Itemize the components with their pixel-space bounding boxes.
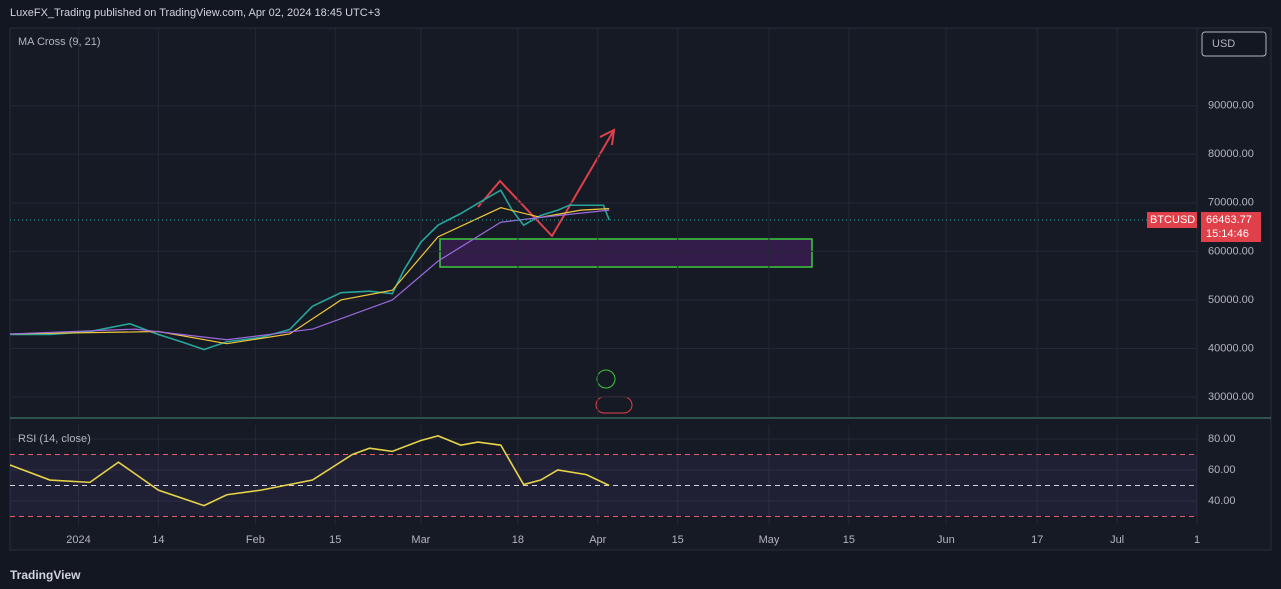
x-tick-label: Mar [411, 534, 430, 546]
currency-button[interactable] [1201, 31, 1267, 57]
demand-zone [439, 238, 813, 268]
x-tick-label: May [759, 534, 780, 546]
countdown: 15:14:46 [1206, 228, 1249, 240]
x-tick-label: 15 [329, 534, 341, 546]
y-tick-label: 40.00 [1208, 495, 1236, 507]
y-tick-label: 90000.00 [1208, 100, 1254, 112]
x-tick-label: 15 [672, 534, 684, 546]
x-tick-label: 14 [152, 534, 164, 546]
y-tick-label: 30000.00 [1208, 391, 1254, 403]
price-tag [1201, 212, 1261, 243]
series-line [9, 435, 610, 507]
x-tick-label: Feb [246, 534, 265, 546]
x-tick-label: Jun [937, 534, 955, 546]
x-tick-label: Jul [1110, 534, 1124, 546]
y-tick-label: 60.00 [1208, 464, 1236, 476]
header: LuxeFX_Trading published on TradingView.… [10, 7, 380, 19]
y-tick-label: 80.00 [1208, 433, 1236, 445]
x-tick-label: 2024 [66, 534, 90, 546]
symbol: BTCUSD [1150, 214, 1195, 226]
x-tick-label: 17 [1031, 534, 1043, 546]
y-tick-label: 80000.00 [1208, 148, 1254, 160]
pane-title: MA Cross (9, 21) [18, 36, 101, 48]
projection-arrow [599, 128, 616, 146]
pane-title: RSI (14, close) [18, 433, 91, 445]
y-tick-label: 40000.00 [1208, 342, 1254, 354]
y-tick-label: 60000.00 [1208, 245, 1254, 257]
y-tick-label: 70000.00 [1208, 197, 1254, 209]
series-line [9, 209, 610, 341]
last-price: 66463.77 [1206, 214, 1252, 226]
currency[interactable]: USD [1212, 38, 1235, 50]
symbol-tag [1147, 212, 1197, 229]
series-line [10, 189, 610, 351]
event-icon[interactable] [596, 369, 616, 389]
x-tick-label: 1 [1194, 534, 1200, 546]
x-tick-label: 18 [512, 534, 524, 546]
chart-frame [9, 27, 1272, 551]
watermark: TradingView [10, 568, 81, 582]
y-tick-label: 50000.00 [1208, 294, 1254, 306]
projection-path [477, 129, 615, 238]
rsi-band [10, 454, 1197, 517]
x-tick-label: Apr [589, 534, 606, 546]
series-line [9, 207, 610, 345]
x-tick-label: 15 [843, 534, 855, 546]
